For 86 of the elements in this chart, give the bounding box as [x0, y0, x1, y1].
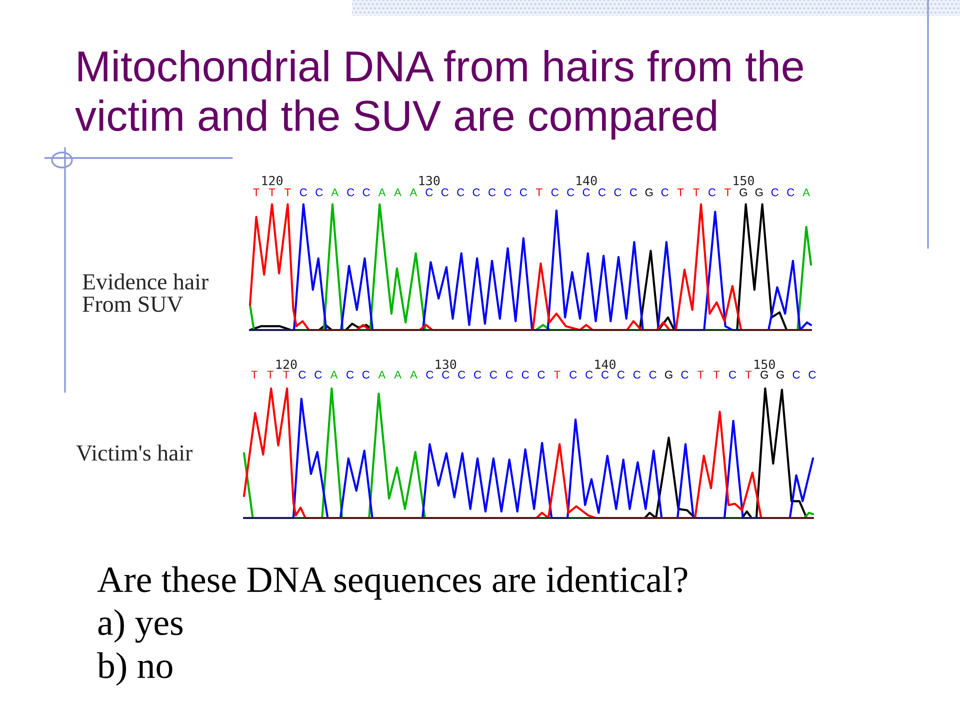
text: T: [283, 370, 290, 378]
text: C: [649, 370, 656, 379]
text: C: [598, 188, 606, 196]
text: C: [602, 370, 609, 379]
text: G: [760, 370, 768, 379]
text: C: [472, 188, 480, 196]
text: C: [551, 188, 558, 196]
chart-title: Mitochondrial DNA from hairs from the victim and the SUV are compared: [75, 50, 803, 140]
text: C: [457, 188, 464, 196]
text: G: [740, 188, 747, 196]
text: C: [346, 370, 354, 379]
text: T: [724, 188, 731, 196]
y-axis-title: Victim's hair: [76, 444, 192, 461]
text: T: [554, 370, 560, 378]
text: C: [567, 188, 574, 196]
text: T: [536, 188, 542, 196]
text: A: [394, 370, 402, 378]
text: A: [802, 188, 810, 196]
text: A: [330, 370, 338, 378]
text: T: [693, 188, 700, 196]
text: A: [378, 370, 386, 378]
text: C: [426, 188, 433, 196]
text: T: [284, 188, 291, 196]
text: C: [298, 370, 306, 379]
text: T: [713, 370, 720, 378]
text: C: [316, 188, 323, 196]
x-tick-label: 140: [595, 360, 616, 370]
text: T: [267, 370, 274, 378]
text: C: [490, 370, 498, 379]
text: T: [268, 188, 276, 196]
text: C: [582, 188, 590, 196]
x-tick-label: 130: [436, 360, 456, 370]
text: T: [677, 188, 684, 196]
text: C: [538, 370, 545, 379]
x-tick-label: 150: [754, 360, 775, 370]
text: C: [362, 370, 370, 379]
text: A: [394, 188, 402, 196]
text: A: [378, 188, 386, 196]
x-tick-label: 140: [576, 176, 597, 186]
text: A: [410, 370, 418, 378]
text: C: [520, 188, 528, 196]
x-tick-label: 120: [262, 176, 282, 186]
text: T: [251, 370, 258, 378]
text: C: [488, 188, 496, 196]
text: C: [708, 188, 716, 196]
text: C: [792, 370, 800, 379]
text: C: [570, 370, 577, 379]
text: b) no: [97, 652, 172, 686]
text: a) yes: [98, 609, 183, 643]
text: T: [253, 188, 260, 196]
text: G: [645, 188, 653, 196]
text: C: [787, 188, 794, 196]
text: C: [614, 188, 622, 196]
text: C: [808, 370, 816, 379]
text: C: [633, 370, 640, 379]
text: C: [347, 188, 354, 196]
text: G: [664, 370, 672, 379]
text: C: [441, 188, 448, 196]
text: C: [504, 188, 512, 196]
text: A: [410, 188, 418, 196]
text: C: [729, 370, 736, 379]
text: Are these DNA sequences are identical?: [97, 566, 688, 600]
text: C: [506, 370, 513, 379]
text: C: [314, 370, 322, 379]
x-tick-label: 120: [276, 360, 297, 370]
text: C: [586, 370, 593, 379]
text: C: [300, 188, 308, 196]
text: C: [661, 188, 668, 196]
text: C: [442, 370, 450, 379]
text: C: [771, 188, 778, 196]
text: G: [776, 370, 784, 379]
text: C: [426, 370, 434, 379]
text: T: [697, 370, 704, 378]
x-tick-label: 130: [419, 176, 440, 186]
text: C: [617, 370, 625, 379]
text: A: [331, 188, 339, 196]
text: G: [755, 188, 763, 196]
text: C: [458, 370, 466, 379]
x-tick-label: 150: [734, 176, 754, 186]
text: C: [522, 370, 529, 379]
text: C: [362, 188, 370, 196]
text: C: [630, 188, 638, 196]
text: C: [474, 370, 482, 379]
y-axis-title: Evidence hair From SUV: [82, 273, 208, 312]
text: T: [745, 370, 752, 378]
text: C: [681, 370, 688, 379]
